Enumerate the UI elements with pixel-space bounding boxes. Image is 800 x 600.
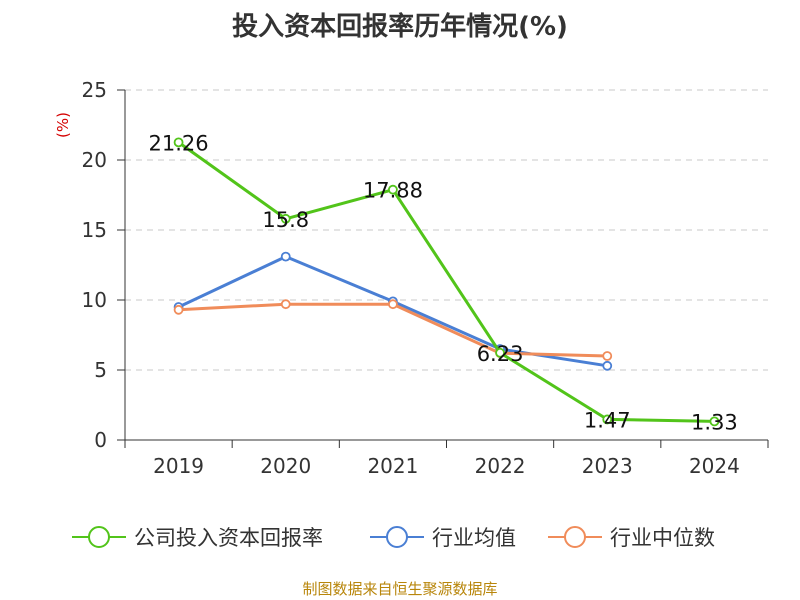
data-point-2-2023	[602, 351, 613, 361]
legend-label: 行业均值	[432, 526, 516, 550]
legend: 公司投入资本回报率 行业均值 行业中位数	[72, 526, 715, 550]
x-tick-label-2019: 2019	[153, 454, 204, 478]
legend-label: 行业中位数	[610, 526, 715, 550]
data-label-2019: 21.26	[149, 131, 209, 155]
y-tick-label: 20	[82, 148, 107, 172]
data-source-note: 制图数据来自恒生聚源数据库	[302, 580, 498, 598]
y-tick-label: 5	[94, 358, 107, 382]
x-tick-label-2021: 2021	[367, 454, 418, 478]
data-point-2-2019	[173, 304, 184, 315]
y-axis-label: (%)	[54, 112, 72, 138]
y-tick-label: 10	[82, 288, 107, 312]
legend-item-2: 行业中位数	[548, 526, 715, 550]
y-tick-label: 25	[82, 78, 107, 102]
data-point-0-2024	[709, 416, 720, 427]
legend-marker	[564, 526, 586, 548]
x-tick-label-2024: 2024	[689, 454, 740, 478]
data-label-2021: 17.88	[363, 179, 423, 203]
data-point-0-2020	[280, 213, 291, 224]
data-labels: 21.26 15.8 17.88 6.23 1.47 1.33	[149, 131, 738, 434]
data-label-2023: 1.47	[584, 408, 631, 432]
data-label-2024: 1.33	[691, 410, 738, 434]
x-tick-label-2023: 2023	[582, 454, 633, 478]
x-tick-label-2022: 2022	[475, 454, 526, 478]
data-point-0-2022	[495, 347, 505, 358]
series-line-1	[177, 255, 608, 368]
data-label-2020: 15.8	[262, 208, 309, 232]
axes: 0 5 10 15 20 25 (%) 2019 2020 2021 2022 2023 2024	[54, 78, 769, 478]
data-point-1-2023	[602, 360, 613, 371]
data-point-0-2019	[173, 137, 184, 148]
legend-item-1: 行业均值	[370, 526, 516, 550]
series-line-0	[177, 141, 715, 423]
legend-label: 公司投入资本回报率	[134, 526, 323, 550]
data-point-2-2020	[280, 299, 291, 310]
chart-title: 投入资本回报率历年情况(%)	[232, 12, 568, 42]
legend-item-0: 公司投入资本回报率	[72, 526, 323, 550]
series	[173, 137, 720, 427]
y-tick-label: 15	[82, 218, 107, 242]
data-point-2-2021	[388, 299, 398, 310]
data-point-0-2023	[602, 414, 613, 425]
data-point-1-2020	[280, 251, 291, 262]
grid-lines	[125, 89, 768, 371]
legend-marker	[88, 526, 110, 548]
data-point-0-2021	[388, 184, 398, 195]
series-line-2	[178, 302, 608, 358]
data-label-2022: 6.23	[477, 342, 524, 366]
x-tick-label-2020: 2020	[260, 454, 311, 478]
legend-marker	[386, 526, 408, 548]
y-tick-label: 0	[94, 428, 107, 452]
